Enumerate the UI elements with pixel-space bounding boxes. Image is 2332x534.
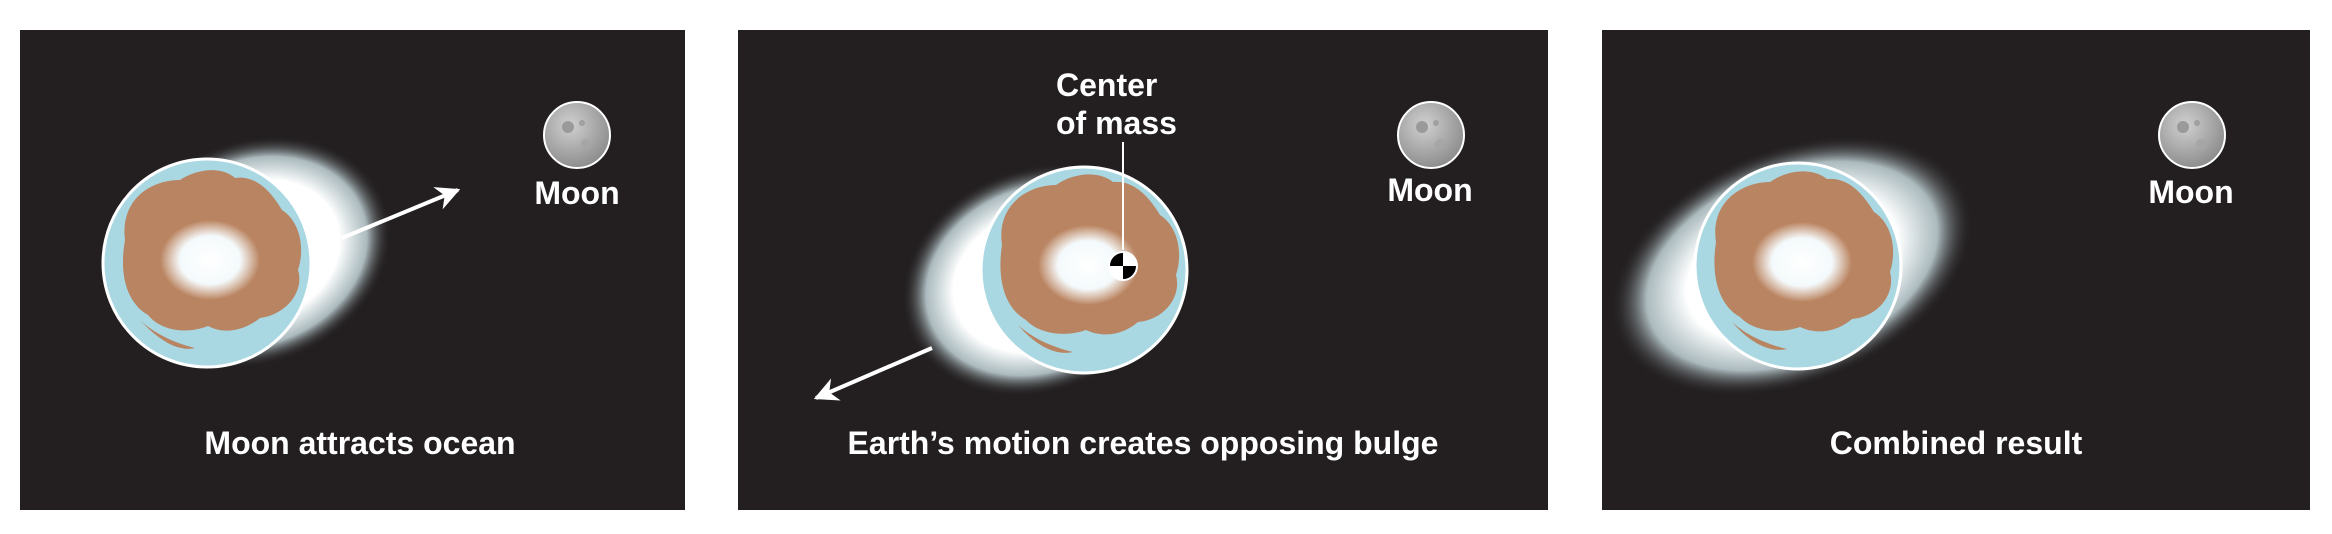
center-of-mass-label-line2: of mass [1056,105,1177,141]
center-of-mass-label: Center of mass [1056,66,1177,142]
panel-1-graphics [101,101,611,369]
panel-combined: Moon Combined result [1602,30,2310,510]
earth-icon [101,157,313,369]
panel-caption: Moon attracts ocean [204,425,516,461]
moon-icon [1397,101,1465,169]
center-of-mass-label-line1: Center [1056,67,1158,103]
panel-caption: Combined result [1829,425,2083,461]
center-of-mass-icon [1108,251,1138,281]
moon-icon [543,101,611,169]
moon-icon [2158,101,2226,169]
panel-moon-attracts: Moon Moon attracts ocean [20,30,685,510]
panel-earth-motion: Center of mass Moon Earth’s motion creat… [738,30,1548,510]
panel-2-graphics [813,101,1465,401]
panel-caption: Earth’s motion creates opposing bulge [847,425,1439,461]
moon-label: Moon [2148,174,2234,210]
motion-arrow [813,346,933,401]
moon-label: Moon [534,175,620,211]
earth-icon [979,165,1189,375]
attraction-arrow [341,187,461,240]
moon-label: Moon [1387,172,1473,208]
earth-icon [1693,161,1903,371]
panel-3-graphics [1610,101,2226,397]
